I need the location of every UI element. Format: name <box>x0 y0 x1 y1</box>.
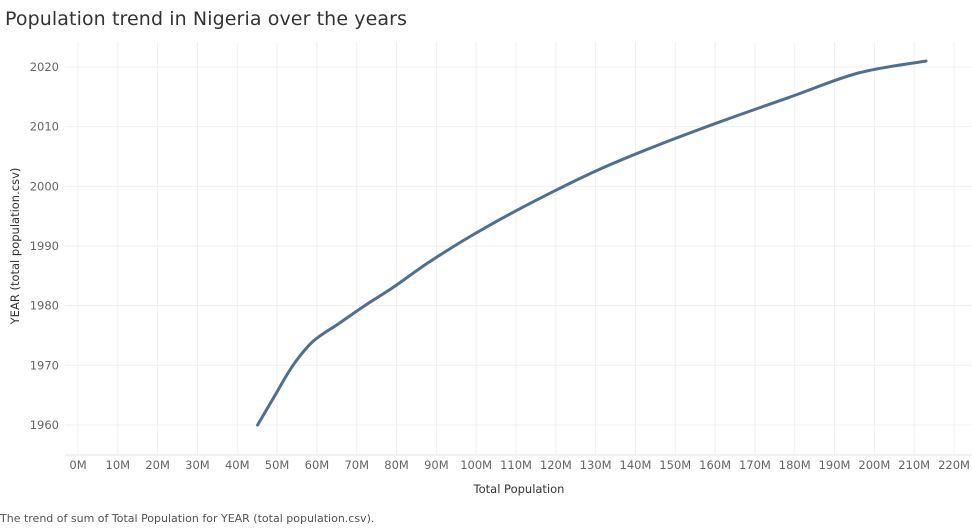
x-tick-label: 40M <box>225 458 250 472</box>
x-tick-label: 160M <box>699 458 731 472</box>
x-tick-label: 70M <box>344 458 369 472</box>
x-tick-label: 120M <box>540 458 572 472</box>
y-tick-label: 2020 <box>30 60 59 74</box>
chart-title: Population trend in Nigeria over the yea… <box>5 8 408 30</box>
x-tick-label: 170M <box>739 458 771 472</box>
y-axis-title: YEAR (total population.csv) <box>8 168 22 326</box>
y-axis-ticks: 1960 1970 1980 1990 2000 2010 2020 <box>30 60 59 432</box>
x-tick-label: 210M <box>898 458 930 472</box>
x-tick-label: 110M <box>500 458 532 472</box>
x-tick-label: 30M <box>185 458 210 472</box>
x-axis-title: Total Population <box>473 482 565 496</box>
x-tick-label: 0M <box>69 458 86 472</box>
x-tick-label: 60M <box>305 458 330 472</box>
x-tick-label: 100M <box>460 458 492 472</box>
series-line <box>256 59 928 427</box>
x-tick-label: 90M <box>424 458 449 472</box>
y-tick-label: 1980 <box>30 299 59 313</box>
y-tick-label: 1970 <box>30 358 59 372</box>
x-tick-label: 20M <box>145 458 170 472</box>
x-tick-label: 130M <box>580 458 612 472</box>
y-tick-label: 2000 <box>30 179 59 193</box>
chart-caption: The trend of sum of Total Population for… <box>0 512 375 525</box>
y-tick-label: 2010 <box>30 120 59 134</box>
x-tick-label: 150M <box>659 458 691 472</box>
x-axis-ticks: 0M 10M 20M 30M 40M 50M 60M 70M 80M 90M 100M 110M 120… <box>69 458 970 472</box>
x-tick-label: 10M <box>106 458 131 472</box>
x-tick-label: 220M <box>938 458 970 472</box>
x-tick-label: 190M <box>819 458 851 472</box>
y-tick-label: 1960 <box>30 418 59 432</box>
x-tick-label: 200M <box>858 458 890 472</box>
x-tick-label: 50M <box>265 458 290 472</box>
x-tick-label: 180M <box>779 458 811 472</box>
x-tick-label: 80M <box>384 458 409 472</box>
grid <box>65 42 972 456</box>
y-tick-label: 1990 <box>30 239 59 253</box>
x-tick-label: 140M <box>620 458 652 472</box>
